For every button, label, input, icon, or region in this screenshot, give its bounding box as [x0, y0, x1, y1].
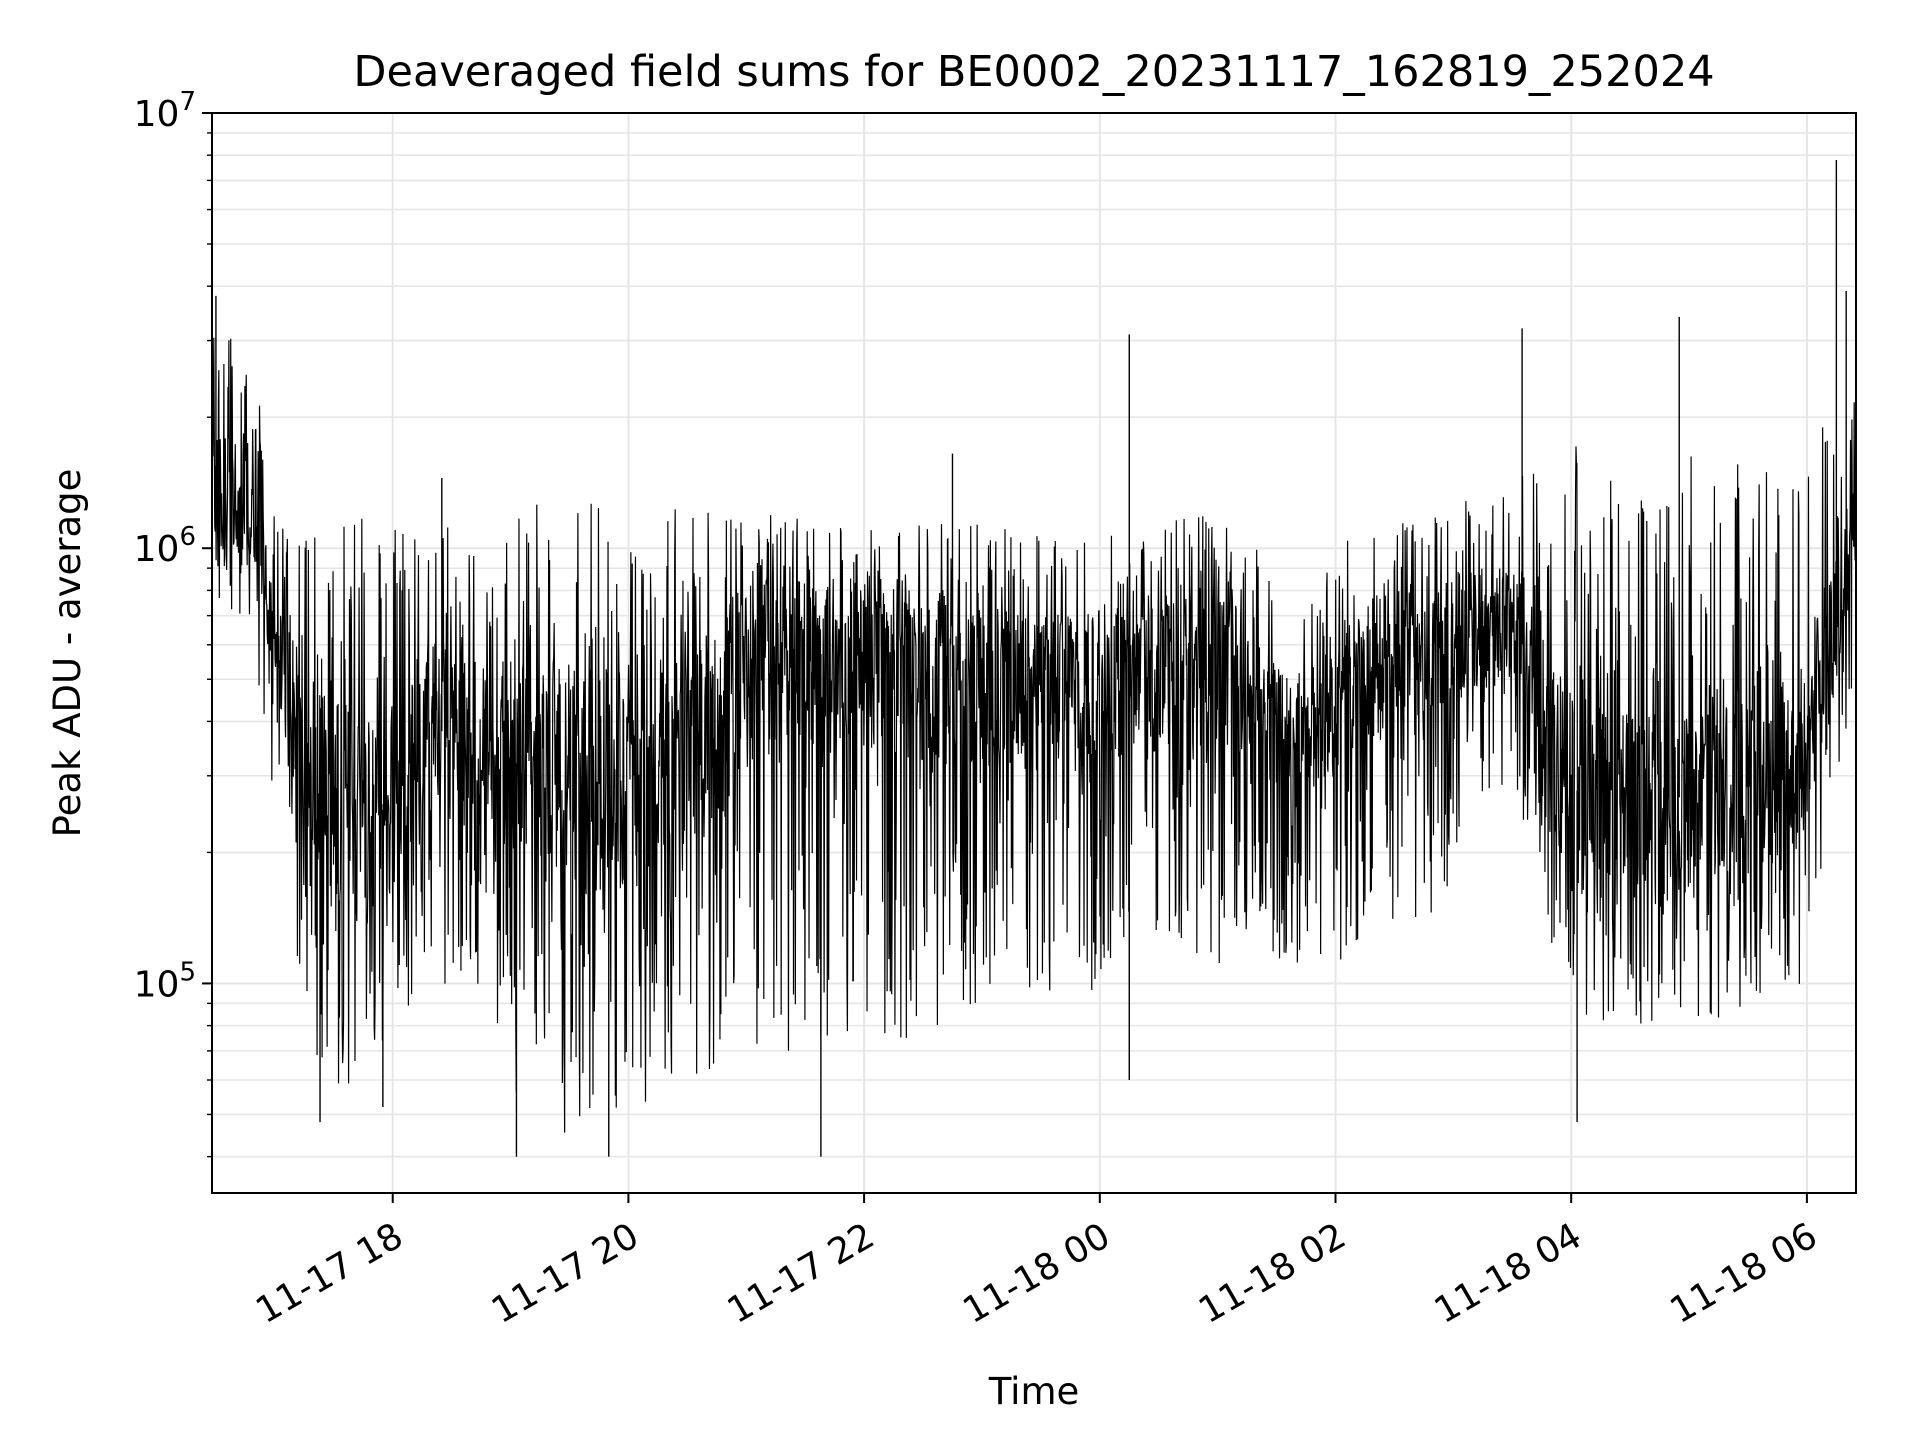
x-tick-label: 11-17 18 — [249, 1215, 410, 1331]
x-tick-label: 11-18 00 — [956, 1215, 1117, 1331]
chart-title: Deaveraged field sums for BE0002_2023111… — [353, 47, 1714, 97]
y-tick-label: 107 — [134, 87, 196, 135]
x-tick-label: 11-18 06 — [1664, 1215, 1825, 1331]
series-layer — [212, 159, 1856, 1157]
y-tick-label: 105 — [134, 957, 196, 1005]
y-axis: 105 106 107 — [134, 87, 212, 1158]
x-axis: 11-17 18 11-17 20 11-17 22 11-18 00 11-18 02… — [249, 1193, 1824, 1332]
x-axis-label: Time — [988, 1370, 1080, 1413]
series-line — [212, 337, 1856, 1133]
x-tick-label: 11-17 22 — [721, 1215, 882, 1331]
y-tick-label: 106 — [134, 522, 196, 570]
x-tick-label: 11-18 02 — [1192, 1215, 1353, 1331]
x-tick-label: 11-18 04 — [1428, 1215, 1589, 1331]
y-axis-label: Peak ADU - average — [46, 469, 89, 838]
plot-frame — [211, 112, 1857, 1194]
x-tick-label: 11-17 20 — [485, 1215, 646, 1331]
